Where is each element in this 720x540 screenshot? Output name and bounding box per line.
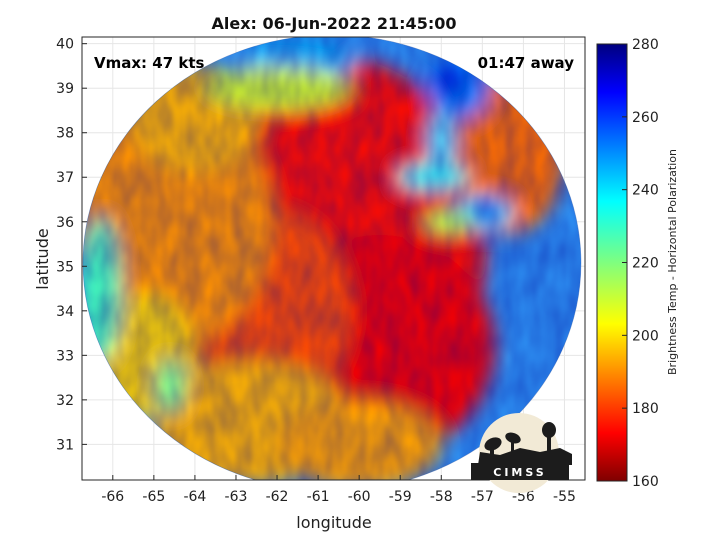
x-tick-label: -55: [553, 489, 576, 505]
vmax-annotation: Vmax: 47 kts: [94, 54, 204, 72]
x-tick-label: -62: [266, 489, 289, 505]
x-ticks: -66 -65 -64 -63 -62 -61 -60 -59 -58 -57 -56 -55: [101, 475, 576, 505]
y-ticks: 31 32 33 34 35 36 37 38 39 40: [56, 37, 87, 453]
y-tick-label: 31: [56, 437, 74, 453]
axes-frame: [81, 36, 586, 481]
y-tick-label: 32: [56, 393, 74, 409]
colorbar-tick-label: 160: [632, 474, 659, 490]
colorbar: 160 180 200 220 240 260 280 Brightness Temp - …: [596, 37, 679, 490]
logo-text: CIMSS: [493, 466, 546, 479]
radiometer-swath: [83, 37, 581, 480]
y-tick-label: 40: [56, 37, 74, 53]
y-tick-label: 38: [56, 126, 74, 142]
colorbar-tick-label: 200: [632, 328, 659, 344]
x-tick-label: -66: [101, 489, 124, 505]
x-tick-label: -61: [307, 489, 330, 505]
y-tick-label: 37: [56, 170, 74, 186]
colorbar-tick-label: 220: [632, 256, 659, 272]
time-away-annotation: 01:47 away: [478, 54, 575, 72]
colorbar-ticks: 160 180 200 220 240 260 280: [622, 37, 659, 490]
swath-edge: [82, 37, 582, 480]
y-tick-label: 33: [56, 348, 74, 364]
y-tick-label: 35: [56, 259, 74, 275]
x-tick-label: -64: [183, 489, 206, 505]
colorbar-tick-label: 240: [632, 183, 659, 199]
x-tick-label: -60: [348, 489, 371, 505]
y-tick-label: 34: [56, 304, 74, 320]
colorbar-tick-label: 260: [632, 110, 659, 126]
x-tick-label: -59: [389, 489, 412, 505]
colorbar-tick-label: 180: [632, 401, 659, 417]
x-tick-label: -65: [142, 489, 165, 505]
plot-axes: -66 -65 -64 -63 -62 -61 -60 -59 -58 -57 -56 -55 313…: [56, 36, 586, 505]
y-tick-label: 36: [56, 215, 74, 231]
colorbar-tick-label: 280: [632, 37, 659, 53]
logo-banner: [471, 463, 569, 480]
chart-title: Alex: 06-Jun-2022 21:45:00: [212, 14, 457, 33]
x-tick-label: -57: [471, 489, 494, 505]
colorbar-label: Brightness Temp - Horizontal Polarizatio…: [666, 149, 679, 375]
x-tick-label: -56: [512, 489, 535, 505]
x-axis-label: longitude: [296, 513, 371, 532]
cimss-logo: CIMSS: [471, 413, 572, 493]
y-axis-label: latitude: [33, 228, 52, 289]
x-tick-label: -63: [225, 489, 248, 505]
y-tick-label: 39: [56, 81, 74, 97]
x-tick-label: -58: [430, 489, 453, 505]
